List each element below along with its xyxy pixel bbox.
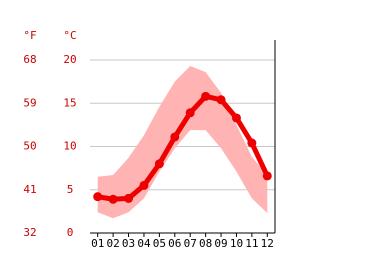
- mean-point: [216, 95, 226, 105]
- x-tick-label: 07: [184, 237, 197, 250]
- mean-point: [108, 194, 118, 204]
- mean-point: [124, 193, 134, 203]
- mean-point: [154, 159, 164, 169]
- y-tick-label: 0: [67, 226, 74, 239]
- y2-tick-label: 50: [23, 140, 36, 153]
- y-tick-label: 10: [63, 140, 76, 153]
- x-tick-label: 10: [230, 237, 243, 250]
- y-tick-label: 15: [63, 96, 76, 109]
- x-tick-label: 04: [137, 237, 151, 250]
- mean-point: [201, 91, 211, 101]
- x-tick-label: 08: [199, 237, 212, 250]
- range-band: [97, 66, 268, 219]
- mean-point: [185, 108, 195, 118]
- y-tick-label: 5: [67, 183, 74, 196]
- mean-point: [262, 171, 272, 181]
- fahrenheit-axis-label: °F: [23, 29, 36, 42]
- mean-point: [139, 180, 149, 190]
- y-tick-label: 20: [63, 53, 76, 66]
- x-tick-label: 09: [214, 237, 227, 250]
- x-tick-label: 11: [245, 237, 258, 250]
- x-tick-label: 03: [122, 237, 135, 250]
- y2-tick-label: 68: [23, 53, 36, 66]
- mean-point: [170, 132, 180, 142]
- x-tick-label: 06: [168, 237, 181, 250]
- mean-point: [231, 113, 241, 123]
- celsius-axis-label: °C: [63, 29, 76, 42]
- mean-point: [247, 138, 257, 148]
- x-tick-label: 12: [261, 237, 274, 250]
- mean-point: [93, 192, 103, 202]
- x-tick-label: 01: [91, 237, 104, 250]
- y2-tick-label: 59: [23, 96, 36, 109]
- x-tick-label: 02: [107, 237, 120, 250]
- x-tick-label: 05: [153, 237, 166, 250]
- y2-tick-label: 32: [23, 226, 36, 239]
- y2-tick-label: 41: [23, 183, 36, 196]
